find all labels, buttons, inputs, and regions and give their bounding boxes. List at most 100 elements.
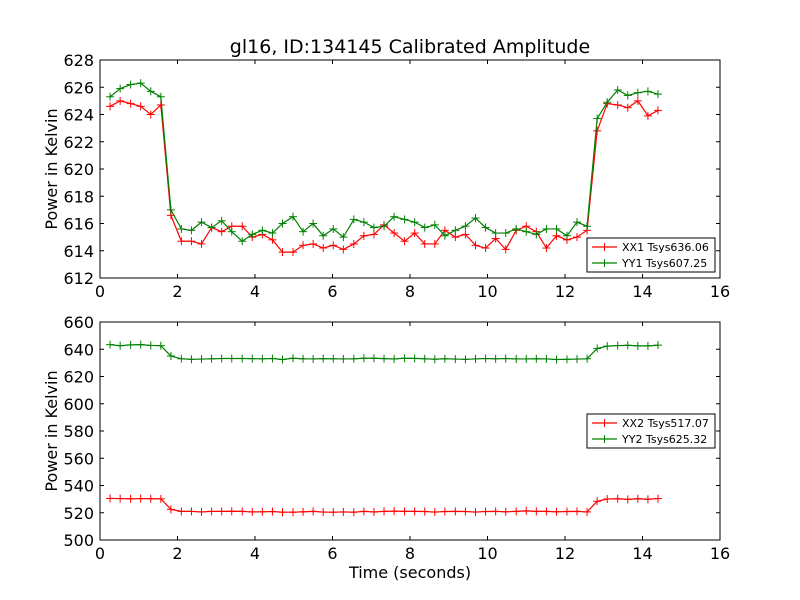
data-point-marker — [299, 354, 308, 363]
data-point-marker — [522, 354, 531, 363]
data-point-marker — [400, 237, 409, 246]
data-point-marker — [623, 495, 632, 504]
data-point-marker — [552, 507, 561, 516]
x-tick-label: 12 — [555, 282, 575, 301]
x-tick-label: 12 — [555, 544, 575, 563]
y-axis-label: Power in Kelvin — [42, 370, 61, 491]
y-tick-label: 500 — [63, 531, 94, 550]
data-point-marker — [410, 507, 419, 516]
data-point-marker — [359, 218, 368, 227]
data-point-marker — [258, 226, 267, 235]
data-point-marker — [552, 231, 561, 240]
x-tick-label: 16 — [710, 544, 730, 563]
x-tick-label: 14 — [632, 544, 652, 563]
data-point-marker — [380, 507, 389, 516]
x-axis-label: Time (seconds) — [348, 563, 471, 582]
data-point-marker — [420, 239, 429, 248]
data-point-marker — [573, 218, 582, 227]
data-point-marker — [613, 85, 622, 94]
data-point-marker — [369, 507, 378, 516]
data-point-marker — [603, 494, 612, 503]
data-point-marker — [258, 507, 267, 516]
data-point-marker — [116, 341, 125, 350]
data-point-marker — [339, 245, 348, 254]
data-point-marker — [583, 507, 592, 516]
data-point-marker — [106, 340, 115, 349]
data-point-marker — [339, 233, 348, 242]
y-tick-label: 614 — [63, 242, 94, 261]
data-point-marker — [573, 233, 582, 242]
data-point-marker — [126, 340, 135, 349]
data-point-marker — [238, 507, 247, 516]
data-point-marker — [116, 84, 125, 93]
data-point-marker — [552, 224, 561, 233]
data-point-marker — [481, 223, 490, 232]
data-point-marker — [248, 354, 257, 363]
data-point-marker — [451, 233, 460, 242]
data-point-marker — [633, 88, 642, 97]
data-point-marker — [440, 231, 449, 240]
data-point-marker — [390, 354, 399, 363]
data-point-marker — [288, 508, 297, 517]
data-point-marker — [369, 223, 378, 232]
data-point-marker — [430, 220, 439, 229]
data-point-marker — [491, 507, 500, 516]
data-point-marker — [430, 239, 439, 248]
x-tick-label: 8 — [405, 544, 415, 563]
data-point-marker — [187, 237, 196, 246]
data-point-marker — [501, 229, 510, 238]
data-point-marker — [542, 354, 551, 363]
data-point-marker — [481, 244, 490, 253]
x-tick-label: 10 — [477, 544, 497, 563]
data-point-marker — [166, 205, 175, 214]
data-point-marker — [288, 248, 297, 257]
legend: XX2 Tsys517.07 YY2 Tsys625.32 — [586, 413, 716, 449]
data-point-marker — [654, 494, 662, 503]
data-point-marker — [278, 219, 287, 228]
data-point-marker — [126, 494, 135, 503]
data-point-marker — [623, 91, 632, 100]
legend: XX1 Tsys636.06 YY1 Tsys607.25 — [586, 237, 716, 273]
data-point-marker — [633, 494, 642, 503]
data-point-marker — [593, 114, 602, 123]
data-point-marker — [451, 507, 460, 516]
data-point-marker — [633, 341, 642, 350]
data-point-marker — [542, 507, 551, 516]
data-point-marker — [238, 222, 247, 231]
data-point-marker — [207, 223, 216, 232]
data-point-marker — [430, 355, 439, 364]
data-point-marker — [227, 354, 236, 363]
data-point-marker — [501, 245, 510, 254]
data-point-marker — [278, 508, 287, 517]
data-point-marker — [339, 507, 348, 516]
data-point-marker — [136, 340, 145, 349]
x-tick-label: 6 — [327, 544, 337, 563]
x-tick-label: 10 — [477, 282, 497, 301]
data-point-marker — [522, 506, 531, 515]
x-tick-label: 4 — [250, 282, 260, 301]
y-tick-label: 560 — [63, 449, 94, 468]
data-point-marker — [410, 218, 419, 227]
data-point-marker — [106, 494, 115, 503]
data-point-marker — [654, 106, 662, 115]
data-point-marker — [603, 98, 612, 107]
data-point-marker — [349, 239, 358, 248]
data-point-marker — [654, 90, 662, 99]
data-point-marker — [369, 230, 378, 239]
data-point-marker — [359, 231, 368, 240]
data-point-marker — [481, 507, 490, 516]
legend-entry: XX2 Tsys517.07 — [592, 417, 709, 430]
data-point-marker — [207, 354, 216, 363]
data-point-marker — [400, 507, 409, 516]
data-point-marker — [471, 241, 480, 250]
data-point-marker — [288, 354, 297, 363]
data-point-marker — [643, 495, 652, 504]
data-point-marker — [552, 355, 561, 364]
data-point-marker — [106, 92, 115, 101]
data-point-marker — [501, 507, 510, 516]
data-point-marker — [390, 229, 399, 238]
x-tick-label: 0 — [95, 544, 105, 563]
data-point-marker — [512, 507, 521, 516]
data-point-marker — [430, 508, 439, 517]
